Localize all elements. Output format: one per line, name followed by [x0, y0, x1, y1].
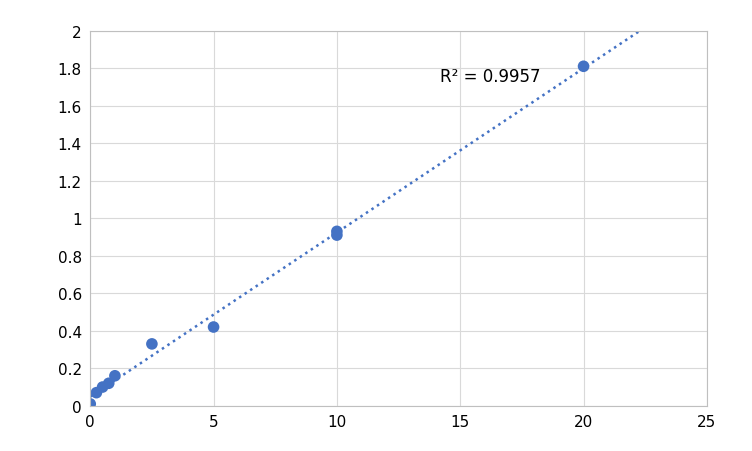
Text: R² = 0.9957: R² = 0.9957	[441, 68, 541, 86]
Point	[331, 228, 343, 235]
Point	[84, 400, 96, 408]
Point	[578, 64, 590, 71]
Point	[208, 324, 220, 331]
Point	[103, 380, 115, 387]
Point	[109, 373, 121, 380]
Point	[96, 383, 108, 391]
Point	[146, 341, 158, 348]
Point	[331, 232, 343, 239]
Point	[90, 389, 102, 396]
